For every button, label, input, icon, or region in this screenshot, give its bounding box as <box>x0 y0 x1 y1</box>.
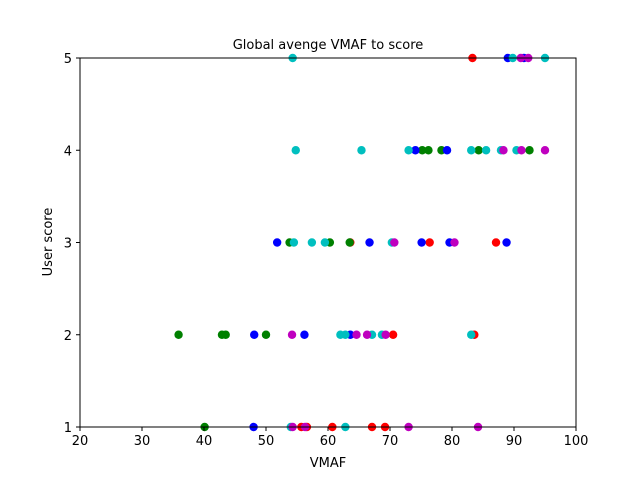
data-point <box>425 238 434 247</box>
data-point <box>221 330 230 339</box>
data-point <box>341 330 350 339</box>
data-point <box>388 330 398 339</box>
y-axis-label: User score <box>41 208 56 277</box>
data-point <box>502 238 511 247</box>
x-tick-label: 30 <box>134 434 151 449</box>
x-tick-label: 80 <box>444 434 461 449</box>
data-point <box>467 330 476 339</box>
data-point <box>289 238 299 247</box>
data-point <box>474 146 483 155</box>
data-point <box>540 146 550 155</box>
y-tick-label: 5 <box>64 52 72 67</box>
data-point <box>272 238 282 247</box>
x-tick-label: 40 <box>196 434 213 449</box>
y-tick-label: 4 <box>64 144 72 159</box>
data-point <box>491 238 501 247</box>
data-point <box>291 146 300 155</box>
x-axis-label: VMAF <box>310 456 346 471</box>
x-tick-label: 90 <box>506 434 523 449</box>
data-point <box>517 146 526 155</box>
data-point <box>352 330 361 339</box>
data-point <box>442 146 452 155</box>
data-point <box>345 238 354 247</box>
data-point <box>174 330 183 339</box>
data-point <box>300 330 309 339</box>
data-point <box>381 330 390 339</box>
chart-title: Global avenge VMAF to score <box>233 38 424 53</box>
data-point <box>250 330 259 339</box>
data-point <box>411 146 420 155</box>
y-tick-label: 1 <box>64 421 72 436</box>
data-point <box>365 238 374 247</box>
x-axis-ticks: 20 30 40 50 60 70 80 90 100 <box>72 427 589 449</box>
data-point <box>418 146 427 155</box>
x-tick-label: 20 <box>72 434 89 449</box>
data-point <box>450 238 459 247</box>
data-point <box>261 330 271 339</box>
data-point <box>417 238 426 247</box>
data-point <box>320 238 330 247</box>
series-4 <box>287 53 550 432</box>
data-point <box>307 238 317 247</box>
data-point <box>390 238 399 247</box>
x-tick-label: 50 <box>258 434 275 449</box>
data-point <box>499 146 508 155</box>
data-point <box>481 146 491 155</box>
data-point <box>424 146 433 155</box>
data-point <box>287 330 297 339</box>
x-tick-label: 60 <box>320 434 337 449</box>
data-point <box>525 146 534 155</box>
data-point <box>362 330 372 339</box>
x-tick-label: 70 <box>382 434 399 449</box>
data-point <box>357 146 366 155</box>
x-tick-label: 100 <box>564 434 589 449</box>
y-tick-label: 2 <box>64 329 72 344</box>
y-axis-ticks: 1 2 3 4 5 <box>64 52 80 436</box>
y-tick-label: 3 <box>64 237 72 252</box>
data-point <box>404 146 413 155</box>
data-point <box>467 146 476 155</box>
